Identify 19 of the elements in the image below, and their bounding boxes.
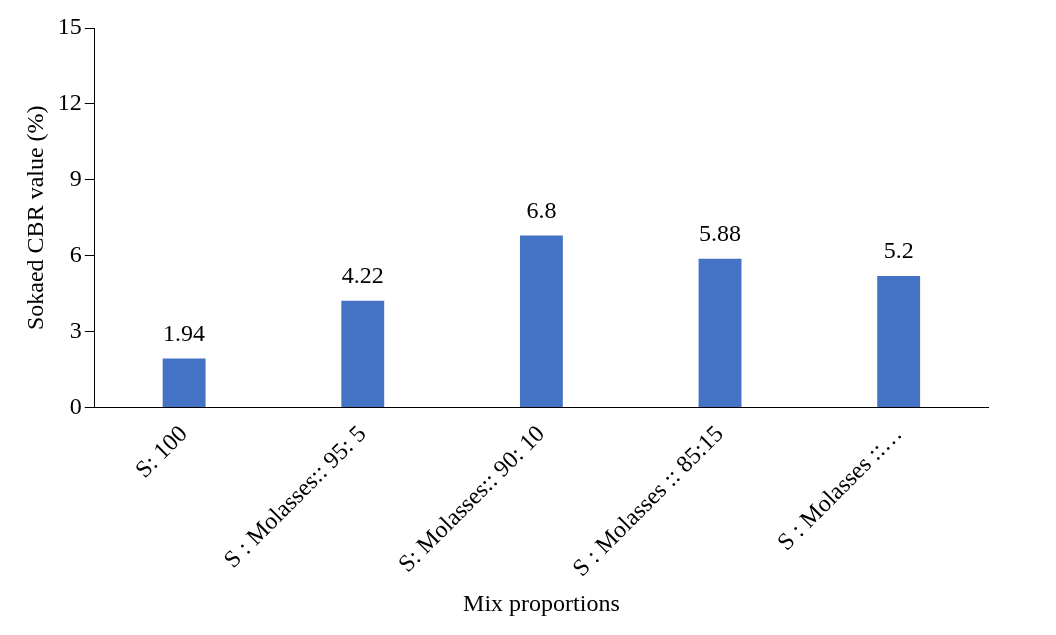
y-tick-label: 3 — [69, 316, 82, 343]
y-tick-label: 15 — [57, 13, 82, 40]
data-label: 6.8 — [526, 196, 557, 223]
data-label: 5.88 — [699, 220, 742, 247]
y-tick-label: 6 — [69, 240, 82, 267]
bar — [698, 258, 742, 407]
bar — [341, 300, 385, 407]
data-label: 4.22 — [341, 262, 384, 288]
data-label: 5.2 — [883, 237, 914, 264]
y-tick-label: 0 — [69, 392, 82, 419]
bar — [519, 235, 563, 407]
x-tick-label: S: 100 — [129, 420, 193, 483]
y-axis-title: Sokaed CBR value (%) — [21, 105, 48, 331]
x-axis-title: Mix proportions — [463, 589, 620, 616]
bar — [877, 275, 921, 407]
bar — [162, 358, 206, 407]
y-tick-label: 12 — [57, 89, 82, 116]
data-label: 1.94 — [163, 319, 206, 346]
y-tick-label: 9 — [69, 165, 82, 192]
